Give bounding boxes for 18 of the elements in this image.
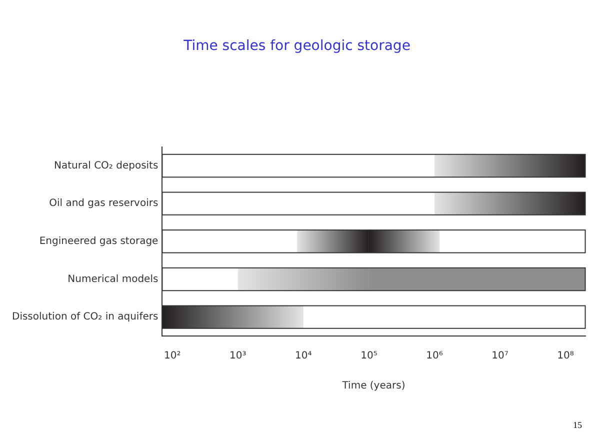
bar bbox=[238, 268, 369, 291]
x-tick-label: 10⁴ bbox=[295, 350, 312, 362]
y-tick-label: Natural CO₂ deposits bbox=[54, 160, 158, 172]
x-axis-title: Time (years) bbox=[341, 380, 406, 392]
x-tick-label: 10⁸ bbox=[557, 350, 574, 362]
y-tick-label: Dissolution of CO₂ in aquifers bbox=[12, 312, 158, 323]
y-tick-label: Engineered gas storage bbox=[39, 236, 158, 247]
bar bbox=[297, 230, 369, 253]
chart-title: Time scales for geologic storage bbox=[182, 38, 410, 54]
x-tick-label: 10⁵ bbox=[360, 350, 378, 362]
x-tick-label: 10⁶ bbox=[426, 350, 443, 362]
y-tick-label: Numerical models bbox=[68, 274, 158, 285]
y-tick-label: Oil and gas reservoirs bbox=[49, 198, 158, 210]
x-tick-label: 10⁷ bbox=[492, 350, 508, 362]
text: 15 bbox=[573, 420, 582, 430]
x-tick-label: 10² bbox=[164, 350, 181, 362]
x-tick-label: 10³ bbox=[230, 350, 246, 362]
bar bbox=[368, 230, 440, 253]
